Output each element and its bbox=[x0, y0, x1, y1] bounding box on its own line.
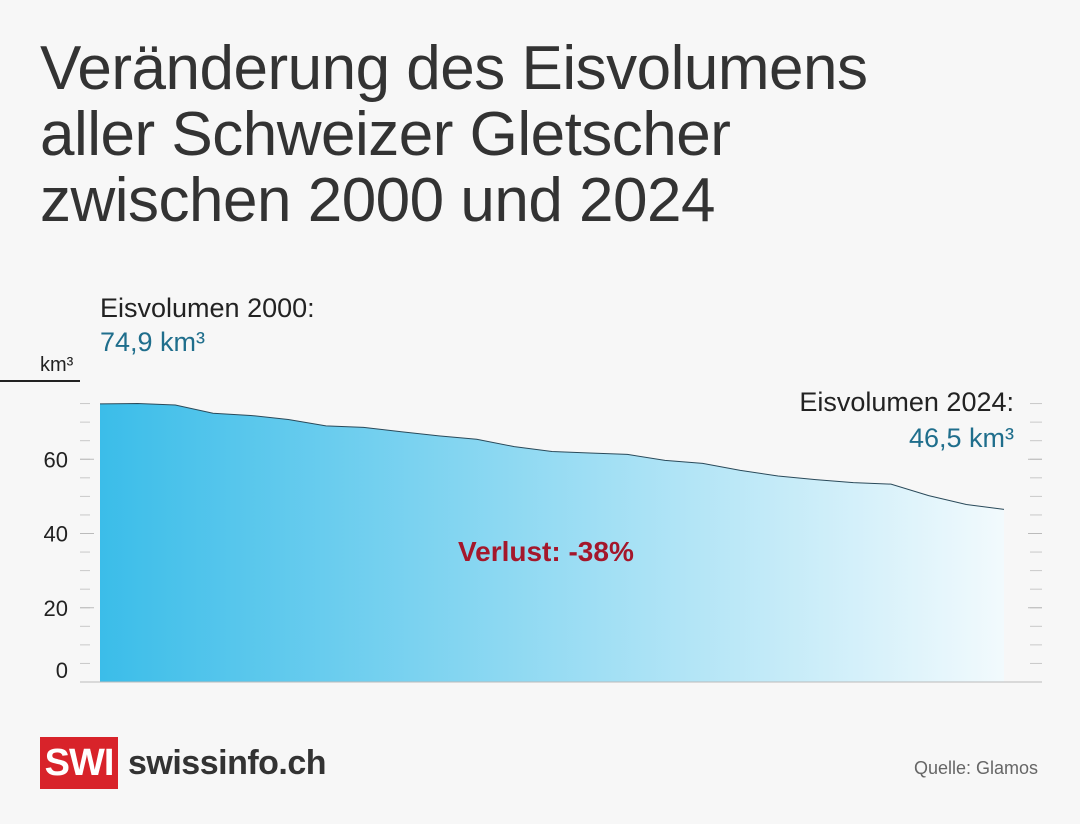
title-line-3: zwischen 2000 und 2024 bbox=[40, 166, 715, 235]
y-tick-label-20: 20 bbox=[44, 596, 68, 621]
y-axis-unit-label: km³ bbox=[40, 354, 74, 376]
start-volume-label: Eisvolumen 2000: bbox=[100, 293, 315, 323]
y-tick-label-40: 40 bbox=[44, 522, 68, 547]
area-series-ice-volume bbox=[100, 403, 1004, 682]
start-volume-value: 74,9 km³ bbox=[100, 327, 206, 357]
title-line-1: Veränderung des Eisvolumens bbox=[40, 34, 868, 103]
end-volume-value: 46,5 km³ bbox=[908, 423, 1014, 453]
y-axis-tick-labels: 0 20 40 60 bbox=[44, 447, 1042, 683]
swi-logo[interactable]: SWI bbox=[40, 737, 118, 789]
end-volume-label: Eisvolumen 2024: bbox=[799, 387, 1014, 417]
brand-name[interactable]: swissinfo.ch bbox=[128, 744, 327, 782]
y-tick-label-0: 0 bbox=[56, 658, 68, 683]
y-tick-label-60: 60 bbox=[44, 447, 68, 472]
loss-annotation: Verlust: -38% bbox=[458, 536, 634, 567]
source-note: Quelle: Glamos bbox=[913, 758, 1038, 778]
area-series-outline bbox=[99, 403, 1005, 510]
title-line-2: aller Schweizer Gletscher bbox=[40, 100, 731, 169]
chart-title: Veränderung des Eisvolumens aller Schwei… bbox=[40, 36, 1040, 234]
